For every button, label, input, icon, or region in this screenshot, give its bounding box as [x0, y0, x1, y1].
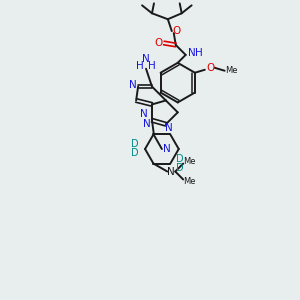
Text: Me: Me [183, 157, 195, 166]
Text: O: O [172, 26, 181, 36]
Text: D: D [176, 154, 184, 164]
Text: D: D [131, 139, 139, 149]
Text: N: N [142, 54, 150, 64]
Text: N: N [167, 167, 175, 176]
Text: O: O [207, 63, 215, 73]
Text: N: N [188, 48, 196, 58]
Text: Me: Me [225, 66, 238, 75]
Text: N: N [143, 119, 151, 129]
Text: H: H [195, 48, 203, 58]
Text: H: H [136, 61, 144, 71]
Text: N: N [129, 80, 137, 90]
Text: D: D [131, 148, 139, 158]
Text: D: D [176, 163, 184, 172]
Text: N: N [163, 144, 171, 154]
Text: O: O [155, 38, 163, 48]
Text: N: N [140, 109, 148, 119]
Text: Me: Me [183, 177, 195, 186]
Text: N: N [165, 123, 173, 133]
Text: H: H [148, 61, 156, 71]
